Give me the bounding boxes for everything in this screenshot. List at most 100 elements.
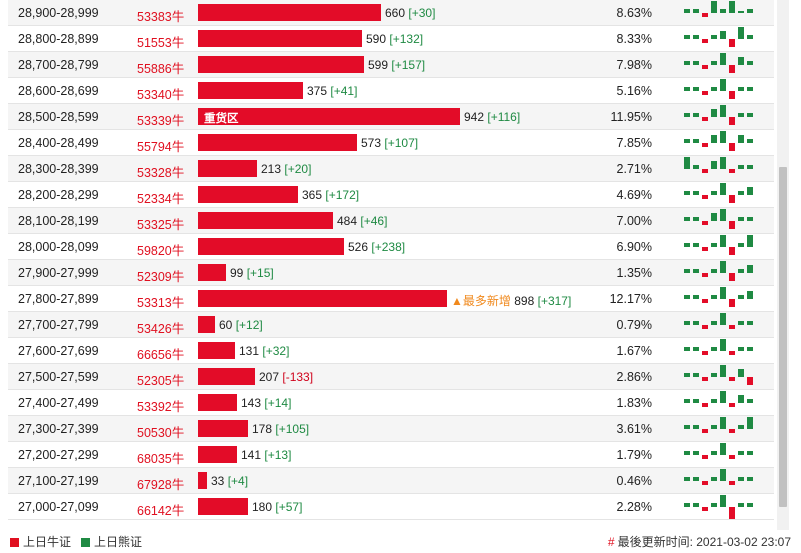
change-sparkline — [684, 131, 753, 151]
sparkline-bar — [693, 35, 699, 39]
cbbc-code-link[interactable]: 68035牛 — [137, 452, 185, 466]
table-row[interactable]: 27,600-27,699 66656牛 131 [+32] 1.67% — [8, 338, 774, 364]
strike-range: 28,500-28,599 — [18, 110, 99, 124]
table-row[interactable]: 27,100-27,199 67928牛 33 [+4] 0.46% — [8, 468, 774, 494]
table-row[interactable]: 27,800-27,899 53313牛 ▲最多新增 898 [+317] 12.17… — [8, 286, 774, 312]
sparkline-bar — [702, 117, 708, 121]
volume-change: [+132] — [389, 32, 424, 46]
volume-count: 599 — [368, 58, 389, 72]
sparkline-bar — [693, 165, 699, 169]
volume-change: [+57] — [275, 500, 303, 514]
heavy-zone-label: 重货区 — [204, 113, 239, 125]
cbbc-code-link[interactable]: 66656牛 — [137, 348, 185, 362]
cbbc-code-link[interactable]: 52309牛 — [137, 270, 185, 284]
sparkline-bar — [747, 265, 753, 273]
sparkline-bar — [711, 425, 717, 429]
sparkline-bar — [720, 131, 726, 143]
cbbc-code-link[interactable]: 51553牛 — [137, 36, 185, 50]
table-row[interactable]: 27,900-27,999 52309牛 99 [+15] 1.35% — [8, 260, 774, 286]
cbbc-code-link[interactable]: 55886牛 — [137, 62, 185, 76]
table-row[interactable]: 28,600-28,699 53340牛 375 [+41] 5.16% — [8, 78, 774, 104]
strike-range: 28,100-28,199 — [18, 214, 99, 228]
change-sparkline — [684, 1, 753, 17]
table-row[interactable]: 27,300-27,399 50530牛 178 [+105] 3.61% — [8, 416, 774, 442]
table-row[interactable]: 28,400-28,499 55794牛 573 [+107] 7.85% — [8, 130, 774, 156]
sparkline-bar — [711, 1, 717, 13]
sparkline-bar — [747, 377, 753, 385]
sparkline-bar — [720, 9, 726, 13]
sparkline-bar — [702, 195, 708, 199]
sparkline-bar — [729, 169, 735, 173]
table-row[interactable]: 27,700-27,799 53426牛 60 [+12] 0.79% — [8, 312, 774, 338]
sparkline-bar — [738, 451, 744, 455]
sparkline-bar — [747, 291, 753, 299]
sparkline-bar — [729, 351, 735, 355]
table-row[interactable]: 28,300-28,399 53328牛 213 [+20] 2.71% — [8, 156, 774, 182]
table-row[interactable]: 27,500-27,599 52305牛 207 [-133] 2.86% — [8, 364, 774, 390]
cbbc-code-link[interactable]: 52305牛 — [137, 374, 185, 388]
cbbc-code-link[interactable]: 53328牛 — [137, 166, 185, 180]
sparkline-bar — [720, 469, 726, 481]
share-percent: 1.79% — [616, 448, 652, 462]
table-row[interactable]: 28,800-28,899 51553牛 590 [+132] 8.33% — [8, 26, 774, 52]
scrollbar[interactable] — [777, 0, 789, 530]
cbbc-code-link[interactable]: 50530牛 — [137, 426, 185, 440]
sparkline-bar — [711, 503, 717, 507]
sparkline-bar — [702, 13, 708, 17]
volume-bar — [198, 394, 237, 411]
cbbc-code-link[interactable]: 66142牛 — [137, 504, 185, 518]
scrollbar-thumb[interactable] — [779, 167, 787, 507]
sparkline-bar — [702, 403, 708, 407]
cbbc-code-link[interactable]: 53340牛 — [137, 88, 185, 102]
sparkline-bar — [729, 377, 735, 381]
table-row[interactable]: 27,400-27,499 53392牛 143 [+14] 1.83% — [8, 390, 774, 416]
volume-count: 375 — [307, 84, 328, 98]
cbbc-code-link[interactable]: 52334牛 — [137, 192, 185, 206]
sparkline-bar — [747, 399, 753, 403]
strike-range: 28,400-28,499 — [18, 136, 99, 150]
volume-bar — [198, 186, 298, 203]
sparkline-bar — [693, 347, 699, 351]
table-row[interactable]: 28,000-28,099 59820牛 526 [+238] 6.90% — [8, 234, 774, 260]
sparkline-bar — [747, 9, 753, 13]
cbbc-code-link[interactable]: 53392牛 — [137, 400, 185, 414]
cbbc-code-link[interactable]: 67928牛 — [137, 478, 185, 492]
table-row[interactable]: 28,700-28,799 55886牛 599 [+157] 7.98% — [8, 52, 774, 78]
sparkline-bar — [711, 373, 717, 377]
volume-bar: 重货区 — [198, 108, 460, 125]
sparkline-bar — [729, 143, 735, 151]
sparkline-bar — [738, 347, 744, 351]
change-sparkline — [684, 495, 753, 519]
cbbc-code-link[interactable]: 55794牛 — [137, 140, 185, 154]
table-row[interactable]: 27,000-27,099 66142牛 180 [+57] 2.28% — [8, 494, 774, 520]
volume-change: [+107] — [384, 136, 419, 150]
volume-change: [+12] — [235, 318, 263, 332]
volume-count: 33 — [211, 474, 225, 488]
table-row[interactable]: 28,100-28,199 53325牛 484 [+46] 7.00% — [8, 208, 774, 234]
volume-value: 365 [+172] — [302, 188, 359, 202]
volume-change: [+46] — [360, 214, 388, 228]
volume-value: 99 [+15] — [230, 266, 274, 280]
sparkline-bar — [738, 503, 744, 507]
cbbc-code-link[interactable]: 53313牛 — [137, 296, 185, 310]
cbbc-code-link[interactable]: 59820牛 — [137, 244, 185, 258]
sparkline-bar — [684, 425, 690, 429]
strike-range: 28,900-28,999 — [18, 6, 99, 20]
volume-value: 178 [+105] — [252, 422, 309, 436]
sparkline-bar — [729, 403, 735, 407]
volume-bar — [198, 56, 364, 73]
table-row[interactable]: 28,200-28,299 52334牛 365 [+172] 4.69% — [8, 182, 774, 208]
cbbc-code-link[interactable]: 53339牛 — [137, 114, 185, 128]
table-row[interactable]: 28,500-28,599 53339牛 重货区 942 [+116] 11.95% — [8, 104, 774, 130]
cbbc-code-link[interactable]: 53426牛 — [137, 322, 185, 336]
sparkline-bar — [684, 191, 690, 195]
sparkline-bar — [702, 221, 708, 225]
sparkline-bar — [747, 417, 753, 429]
table-row[interactable]: 28,900-28,999 53383牛 660 [+30] 8.63% — [8, 0, 774, 26]
sparkline-bar — [738, 87, 744, 91]
sparkline-bar — [702, 481, 708, 485]
cbbc-code-link[interactable]: 53325牛 — [137, 218, 185, 232]
last-updated: # 最後更新时间: 2021-03-02 23:07 — [607, 535, 791, 549]
table-row[interactable]: 27,200-27,299 68035牛 141 [+13] 1.79% — [8, 442, 774, 468]
cbbc-code-link[interactable]: 53383牛 — [137, 10, 185, 24]
